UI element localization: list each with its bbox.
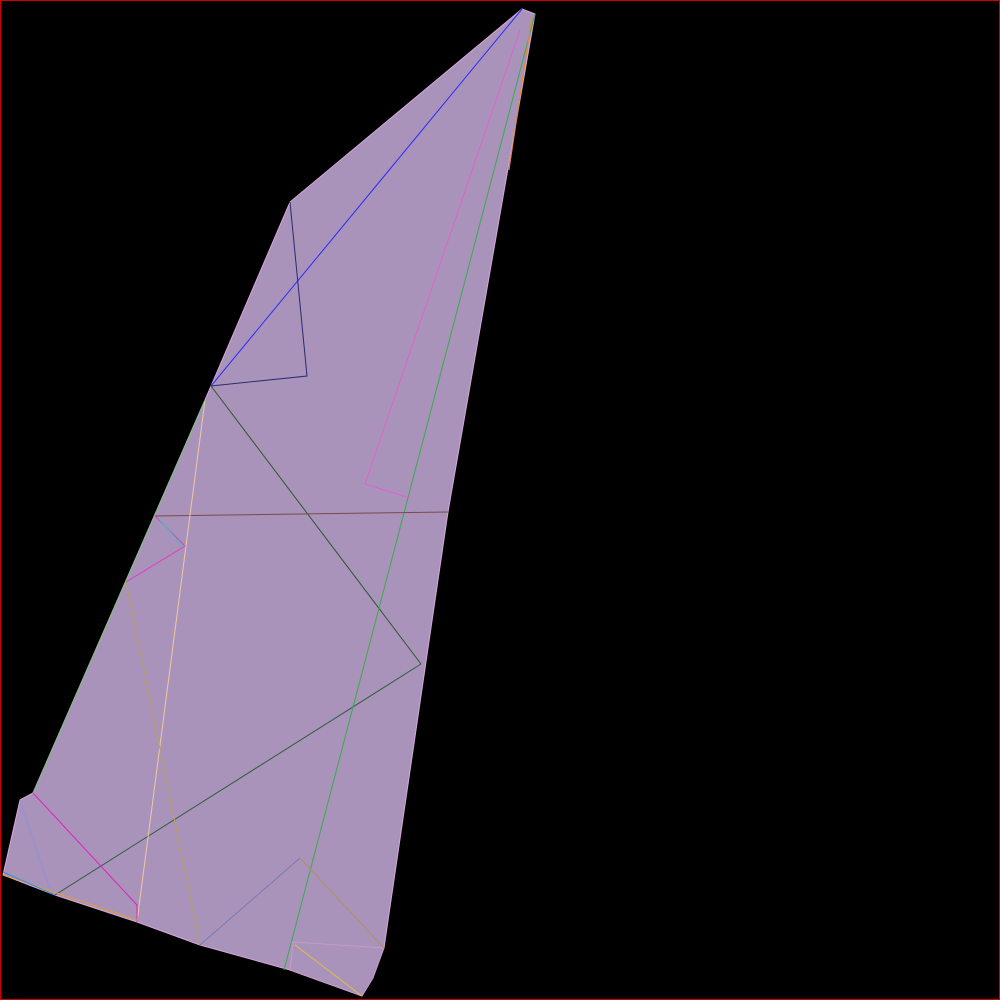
crease-lines — [2, 8, 536, 997]
bottom-right-flap — [289, 941, 385, 997]
crease-line — [2, 871, 56, 896]
crease-line — [364, 29, 521, 499]
crease-line — [19, 799, 51, 891]
crease-line — [32, 792, 138, 922]
outer-polygon — [2, 8, 536, 997]
crease-line — [54, 663, 422, 896]
crease-line — [159, 519, 184, 548]
crease-line — [210, 8, 523, 387]
crease-line — [199, 857, 301, 946]
crease-line — [299, 857, 385, 949]
crease-line — [294, 944, 363, 997]
crease-line — [283, 13, 536, 971]
crease-line — [508, 15, 533, 171]
crease-line — [2, 874, 138, 921]
crease-line — [32, 399, 206, 794]
crease-line — [154, 511, 449, 517]
crease-line — [210, 385, 422, 665]
crease-line — [136, 399, 206, 923]
crease-line — [125, 581, 201, 946]
crease-line — [210, 201, 308, 387]
